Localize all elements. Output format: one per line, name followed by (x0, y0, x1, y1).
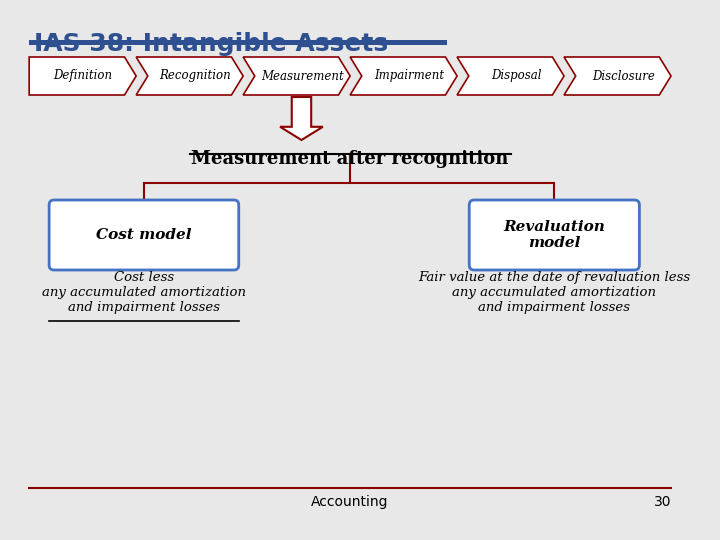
Polygon shape (457, 57, 564, 95)
Polygon shape (564, 57, 671, 95)
Text: Disclosure: Disclosure (592, 70, 654, 83)
Polygon shape (350, 57, 457, 95)
FancyBboxPatch shape (49, 200, 239, 270)
Text: Revaluation
model: Revaluation model (503, 220, 606, 250)
Polygon shape (243, 57, 350, 95)
Text: Cost less
any accumulated amortization
and impairment losses: Cost less any accumulated amortization a… (42, 271, 246, 314)
Polygon shape (280, 97, 323, 140)
Text: Measurement after recognition: Measurement after recognition (192, 150, 509, 168)
Text: Fair value at the date of revaluation less
any accumulated amortization
and impa: Fair value at the date of revaluation le… (418, 271, 690, 314)
Text: Definition: Definition (53, 70, 112, 83)
Text: 30: 30 (654, 495, 671, 509)
Polygon shape (136, 57, 243, 95)
Bar (30, 40, 447, 45)
Text: Impairment: Impairment (374, 70, 444, 83)
Text: IAS 38: Intangible Assets: IAS 38: Intangible Assets (34, 32, 388, 56)
Polygon shape (30, 57, 136, 95)
FancyBboxPatch shape (469, 200, 639, 270)
Text: Recognition: Recognition (160, 70, 231, 83)
Text: Cost model: Cost model (96, 228, 192, 242)
Text: Measurement: Measurement (261, 70, 344, 83)
Text: Accounting: Accounting (311, 495, 389, 509)
Text: Disposal: Disposal (491, 70, 541, 83)
